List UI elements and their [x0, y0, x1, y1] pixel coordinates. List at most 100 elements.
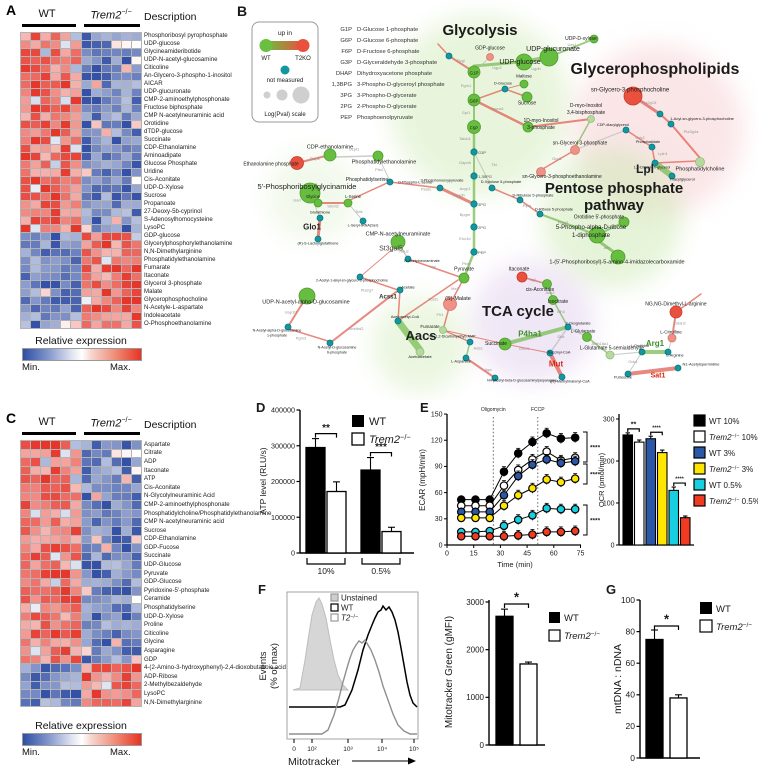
- heatmap-cell: [81, 466, 91, 475]
- heatmap-cell: [41, 698, 51, 707]
- heatmap-cell: [111, 113, 121, 120]
- legend-label: T2−/−: [341, 614, 358, 623]
- heatmap-cell: [71, 501, 81, 509]
- heatmap-cell: [51, 587, 61, 595]
- heatmap-cell: [41, 177, 51, 184]
- heatmap-cell: [41, 281, 51, 288]
- heatmap-cell: [81, 313, 91, 320]
- heatmap-cell: [91, 105, 101, 112]
- heatmap-cell: [111, 681, 121, 690]
- heatmap-cell: [121, 41, 132, 48]
- heatmap-cell: [101, 305, 111, 312]
- heatmap-cell: [101, 441, 111, 449]
- heatmap-cell: [21, 57, 31, 64]
- metabolite-row-label: GDP-Glucose: [144, 578, 182, 586]
- data-point: [499, 501, 509, 511]
- heatmap-cell: [61, 483, 71, 492]
- heatmap-cell: [101, 201, 111, 208]
- network-node: [314, 235, 322, 243]
- heatmap-cell: [121, 97, 132, 104]
- network-node: [466, 338, 474, 346]
- heatmap-cell: [51, 578, 61, 587]
- heatmap-cell: [31, 673, 41, 681]
- heatmap-cell: [111, 561, 121, 569]
- heatmap-cell: [101, 647, 111, 655]
- heatmap-cell: [111, 129, 121, 136]
- heatmap-cell: [132, 97, 142, 104]
- y-tick-label: 100000: [271, 513, 295, 522]
- heatmap-cell: [41, 509, 51, 518]
- legend-swatch: [330, 593, 339, 602]
- network-edge: [442, 329, 506, 345]
- heatmap-cell: [61, 552, 71, 561]
- heatmap-cell: [111, 313, 121, 320]
- metabolite-row-label: GDP-glucose: [144, 232, 181, 240]
- data-point: [542, 527, 551, 537]
- network-node: [313, 198, 323, 208]
- heatmap-cell: [111, 466, 121, 475]
- metabolite-label: Phosphatidylcholine: [676, 167, 725, 173]
- metabolite-row-label: Proline: [144, 621, 163, 629]
- panel-b-network: Bup in WT T2KO not measured Log(Pval) scale G…: [237, 3, 743, 393]
- heatmap-cell: [51, 321, 61, 328]
- network-node: [486, 53, 494, 61]
- heatmap-cell: [101, 544, 111, 552]
- heatmap-cell: [111, 257, 121, 264]
- data-point: [513, 449, 523, 458]
- heatmap-cell: [71, 604, 81, 612]
- heatmap-cell: [71, 273, 81, 280]
- y-tick-label: 30: [435, 516, 443, 523]
- heatmap-cell: [51, 604, 61, 612]
- legend-not-measured-circle: [280, 65, 290, 75]
- heatmap-cell: [71, 630, 81, 638]
- arrow-icon: [408, 757, 416, 765]
- legend-label: WT: [369, 416, 386, 428]
- heatmap-cell: [31, 273, 41, 280]
- y-tick-label: 150: [431, 411, 443, 418]
- heatmap-cell: [111, 569, 121, 578]
- row-labels: Phosphoribosyl pyrophosphate UDP-glucose G…: [144, 33, 232, 328]
- heatmap-cell: [111, 630, 121, 638]
- legend-swatch: [693, 478, 706, 491]
- enzyme-label: Acat1: [428, 297, 439, 302]
- heatmap-cell: [132, 612, 142, 621]
- y-tick-label: 120: [431, 438, 443, 445]
- panel-c-heatmap: C WT Trem2−/− Description Aspartate Citrate A…: [6, 410, 286, 772]
- metabolite-label: O-Phospho-L-serine: [398, 181, 432, 185]
- heatmap-cell: [121, 185, 132, 192]
- heatmap-cell: [111, 177, 121, 184]
- enzyme-label: Uap1l1: [285, 310, 298, 315]
- heatmap-cell: [132, 265, 142, 272]
- heatmap-cell: [121, 113, 132, 120]
- heatmap-cell: [31, 552, 41, 561]
- heatmap-cell: [81, 57, 91, 64]
- heatmap-cell: [121, 552, 132, 561]
- metabolite-label: CDP-diacylglycerol: [597, 123, 629, 127]
- network-node: [470, 200, 478, 208]
- legend-label: Unstained: [341, 594, 377, 603]
- heatmap-cell: [21, 97, 31, 104]
- heatmap-cell: [21, 475, 31, 483]
- heatmap-cell: [91, 89, 101, 96]
- heatmap-cell: [51, 281, 61, 288]
- heatmap-cell: [71, 552, 81, 561]
- heatmap-cell: [21, 153, 31, 160]
- metabolite-label: 5-Phospho-alpha-D-ribose: [556, 225, 627, 231]
- network-edge: [394, 317, 424, 354]
- metabolite-label: N-Acetyl-D-glucosamine: [318, 346, 357, 350]
- heatmap-cell: [132, 233, 142, 240]
- heatmap-cell: [132, 518, 142, 526]
- heatmap-cell: [61, 137, 71, 144]
- legend-up-in-label: up in: [278, 30, 292, 37]
- metabolite-row-label: dTDP-glucose: [144, 128, 183, 136]
- heatmap-cell: [41, 466, 51, 475]
- heatmap-cell: [31, 153, 41, 160]
- heatmap-cell: [121, 73, 132, 80]
- heatmap-cell: [41, 57, 51, 64]
- metabolite-row-label: UDP-Glucose: [144, 561, 182, 569]
- metabolite-label: 3-Phosphonooxypyruvate: [420, 179, 463, 183]
- heatmap-cell: [61, 518, 71, 526]
- heatmap-cell: [81, 169, 91, 176]
- metabolite-label: 1-(5'-Phosphoribosyl)-5-amino-4-imidazol…: [549, 260, 684, 266]
- heatmap-cell: [21, 89, 31, 96]
